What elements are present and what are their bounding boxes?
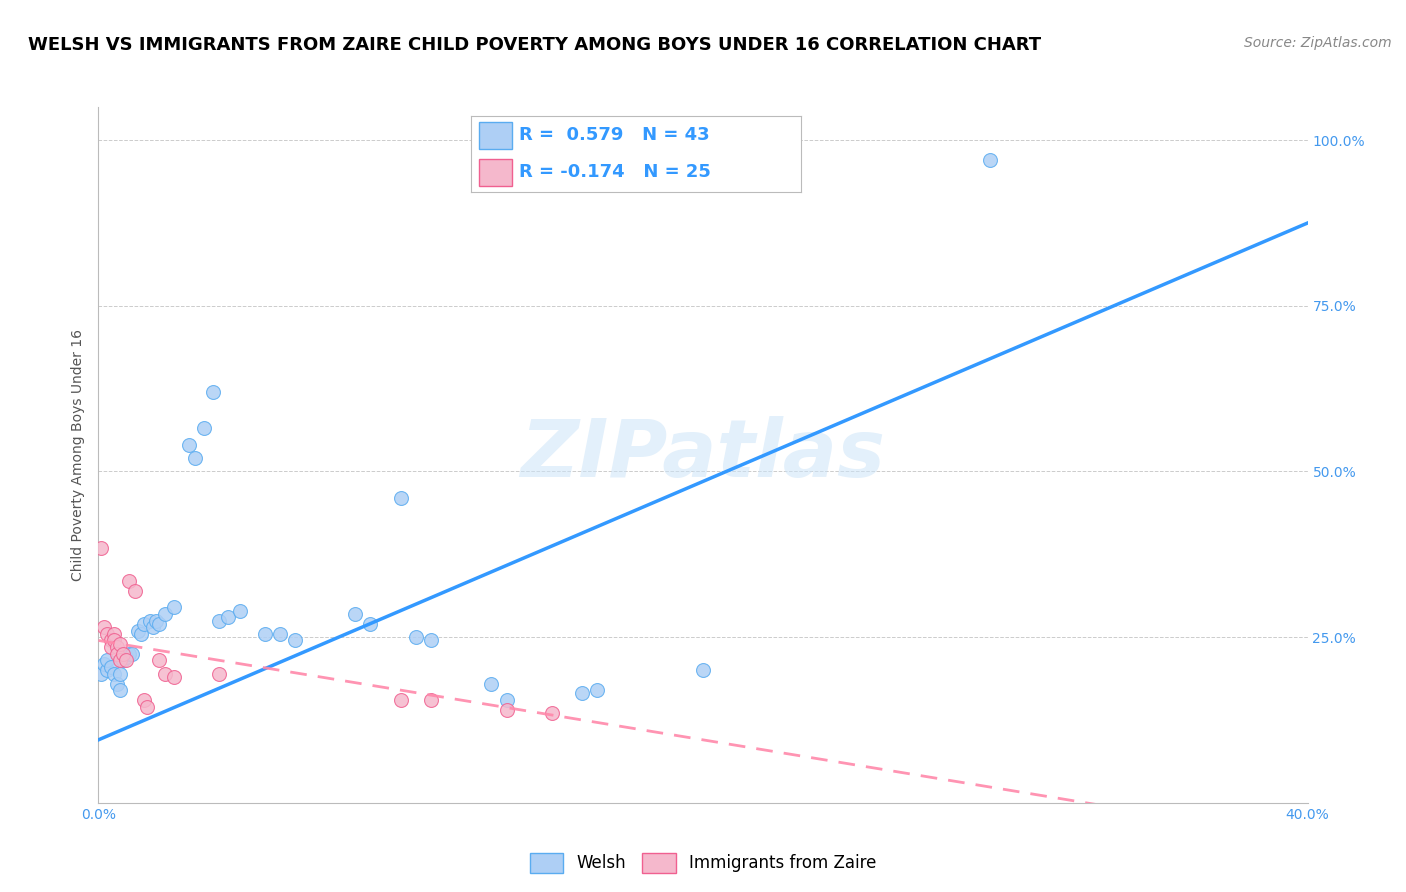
- Point: [108, 666, 131, 681]
- Point: [148, 653, 170, 667]
- Point: [344, 607, 367, 621]
- Point: [229, 604, 252, 618]
- Bar: [479, 122, 512, 149]
- Point: [360, 616, 382, 631]
- Point: [105, 640, 128, 654]
- Point: [118, 647, 141, 661]
- Point: [108, 653, 131, 667]
- Point: [979, 153, 1001, 167]
- Point: [111, 653, 134, 667]
- Point: [121, 647, 143, 661]
- Text: Source: ZipAtlas.com: Source: ZipAtlas.com: [1244, 36, 1392, 50]
- Point: [127, 624, 149, 638]
- Point: [103, 666, 125, 681]
- Point: [405, 630, 427, 644]
- Point: [389, 693, 412, 707]
- Point: [389, 491, 412, 505]
- Point: [108, 637, 131, 651]
- Point: [132, 693, 155, 707]
- Point: [100, 660, 122, 674]
- Point: [217, 610, 239, 624]
- Point: [96, 663, 118, 677]
- Point: [540, 706, 562, 721]
- Point: [269, 627, 291, 641]
- Point: [179, 438, 201, 452]
- Point: [90, 541, 112, 555]
- Point: [129, 627, 152, 641]
- Point: [153, 666, 176, 681]
- Text: WELSH VS IMMIGRANTS FROM ZAIRE CHILD POVERTY AMONG BOYS UNDER 16 CORRELATION CHA: WELSH VS IMMIGRANTS FROM ZAIRE CHILD POV…: [28, 36, 1042, 54]
- Point: [93, 657, 115, 671]
- Point: [118, 574, 141, 588]
- Point: [495, 703, 517, 717]
- Point: [208, 666, 231, 681]
- Point: [145, 614, 167, 628]
- Point: [495, 693, 517, 707]
- Point: [184, 451, 207, 466]
- Bar: [479, 159, 512, 186]
- Y-axis label: Child Poverty Among Boys Under 16: Child Poverty Among Boys Under 16: [72, 329, 86, 581]
- Point: [163, 600, 186, 615]
- Point: [103, 627, 125, 641]
- Point: [208, 614, 231, 628]
- Text: ZIPatlas: ZIPatlas: [520, 416, 886, 494]
- Point: [105, 676, 128, 690]
- Point: [124, 583, 146, 598]
- Point: [132, 616, 155, 631]
- Point: [163, 670, 186, 684]
- Point: [108, 683, 131, 698]
- Point: [105, 647, 128, 661]
- Point: [202, 384, 225, 399]
- Point: [142, 620, 165, 634]
- Point: [420, 693, 443, 707]
- Point: [93, 620, 115, 634]
- Point: [96, 627, 118, 641]
- Point: [586, 683, 609, 698]
- Point: [100, 633, 122, 648]
- Point: [96, 653, 118, 667]
- Point: [253, 627, 276, 641]
- Point: [103, 633, 125, 648]
- Point: [90, 666, 112, 681]
- Point: [284, 633, 307, 648]
- Point: [692, 663, 714, 677]
- Text: R = -0.174   N = 25: R = -0.174 N = 25: [519, 163, 711, 181]
- Text: R =  0.579   N = 43: R = 0.579 N = 43: [519, 127, 710, 145]
- Point: [114, 650, 136, 665]
- Point: [148, 616, 170, 631]
- Legend: Welsh, Immigrants from Zaire: Welsh, Immigrants from Zaire: [523, 847, 883, 880]
- Point: [153, 607, 176, 621]
- Point: [481, 676, 503, 690]
- Point: [135, 699, 157, 714]
- Point: [420, 633, 443, 648]
- Point: [571, 686, 593, 700]
- Point: [193, 421, 215, 435]
- Point: [100, 640, 122, 654]
- Point: [111, 647, 134, 661]
- Point: [114, 653, 136, 667]
- Point: [139, 614, 162, 628]
